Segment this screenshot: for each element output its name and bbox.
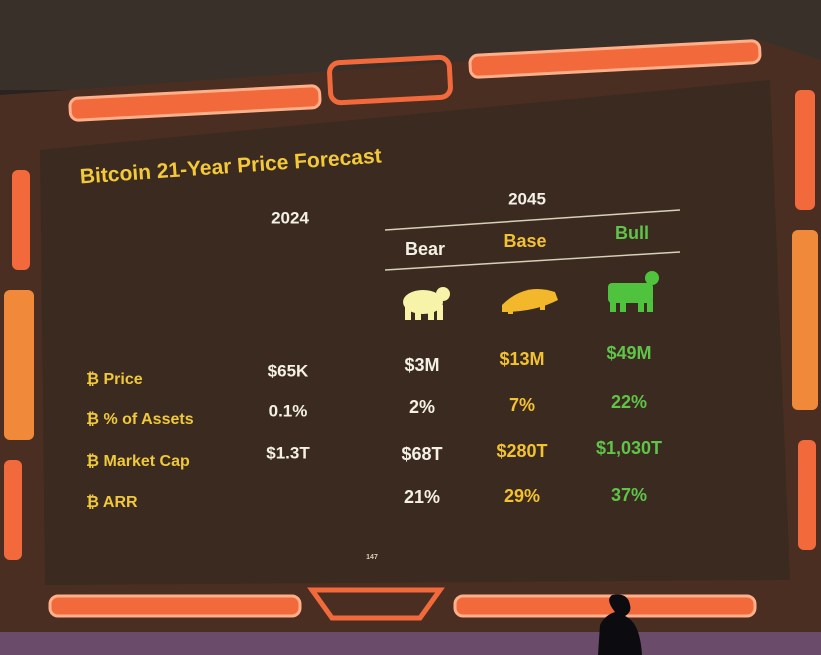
frame-light — [453, 594, 757, 618]
forecast-value: 7% — [509, 395, 535, 415]
frame-light — [4, 460, 22, 560]
current-year: 2024 — [271, 208, 309, 227]
divider — [384, 251, 681, 271]
frame-light — [48, 594, 302, 618]
forecast-value: 21% — [404, 487, 440, 507]
page-number: 147 — [366, 554, 378, 561]
frame-light — [12, 170, 30, 270]
forecast-value: 2% — [409, 397, 435, 417]
forecast-value: $13M — [499, 349, 544, 369]
bull-icon — [608, 271, 659, 312]
frame-light — [792, 230, 818, 410]
scenario-header: Bull — [615, 223, 649, 243]
scenario-header: Base — [503, 231, 546, 251]
row-label: ₿ % of Assets — [86, 410, 194, 428]
frame-light — [327, 54, 453, 106]
bear-icon — [403, 287, 450, 320]
frame-light — [795, 90, 815, 210]
forecast-value: $68T — [401, 444, 442, 464]
forecast-value: $280T — [496, 441, 547, 461]
current-value: $1.3T — [266, 443, 310, 462]
badger-icon — [502, 288, 558, 314]
frame-light — [4, 290, 34, 440]
row-label: ₿ ARR — [86, 493, 138, 511]
forecast-value: $3M — [404, 355, 439, 375]
slide — [40, 80, 790, 585]
forecast-value: 29% — [504, 486, 540, 506]
crowd-lights — [0, 632, 821, 655]
frame-light — [468, 39, 762, 79]
scenario-header: Bear — [405, 239, 445, 259]
forecast-value: 22% — [611, 392, 647, 412]
forecast-value: $49M — [606, 343, 651, 363]
row-label: ₿ Market Cap — [86, 452, 190, 470]
frame-light — [307, 587, 445, 621]
current-value: $65K — [268, 361, 309, 380]
row-label: ₿ Price — [86, 370, 143, 388]
current-value: 0.1% — [269, 401, 308, 420]
divider — [384, 209, 681, 231]
forecast-year: 2045 — [508, 189, 546, 208]
frame-light — [798, 440, 816, 550]
forecast-value: 37% — [611, 485, 647, 505]
frame-light — [68, 84, 322, 122]
presenter — [598, 594, 642, 655]
forecast-value: $1,030T — [596, 438, 662, 458]
